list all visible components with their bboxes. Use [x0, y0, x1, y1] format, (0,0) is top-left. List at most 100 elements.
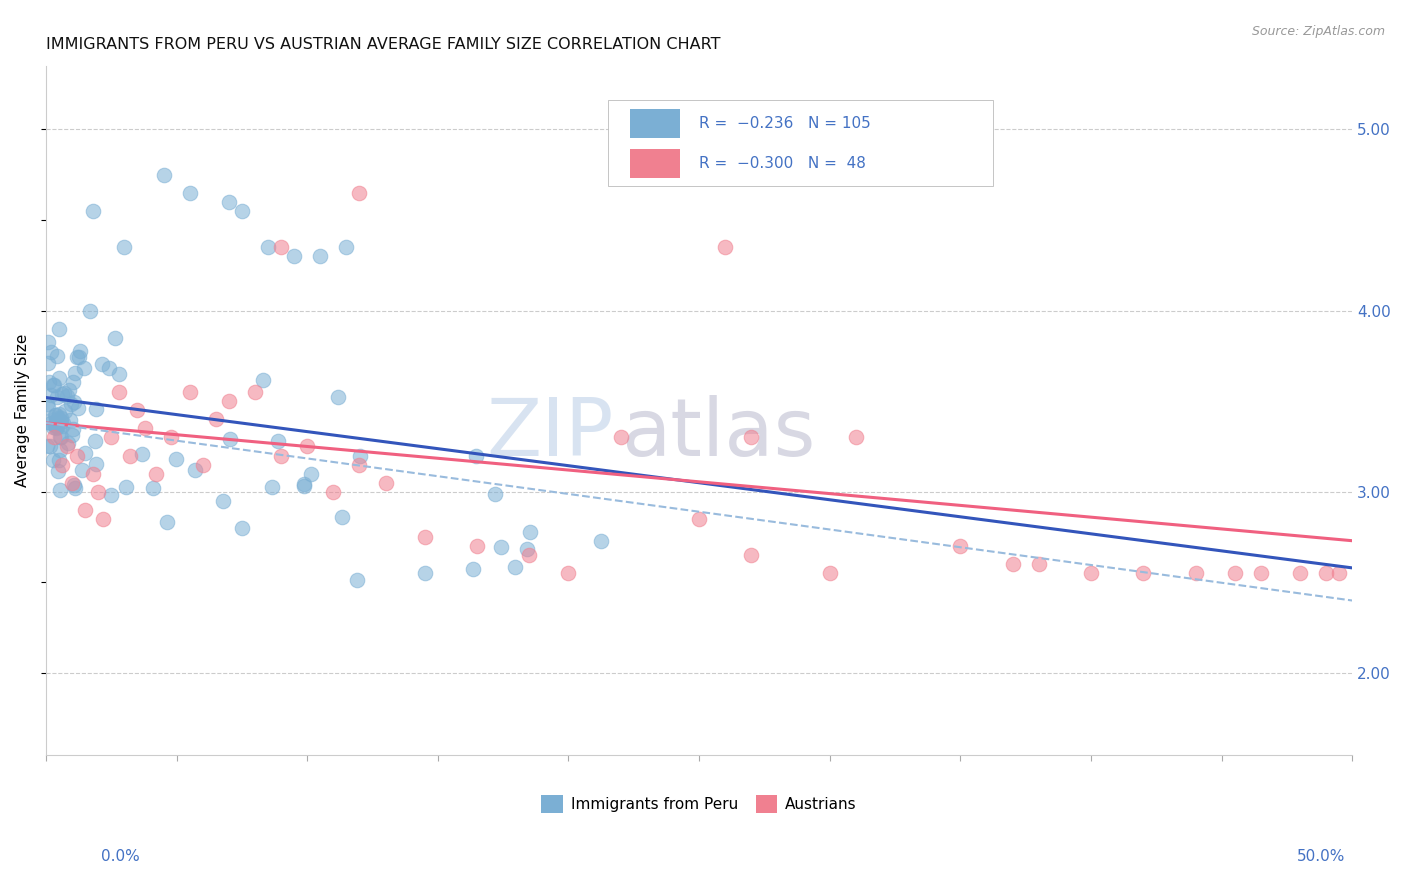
Point — [37, 415, 59, 429]
Point — [51, 458, 73, 472]
Point — [39, 439, 62, 453]
Point — [82, 467, 104, 481]
Text: R =  −0.236   N = 105: R = −0.236 N = 105 — [699, 116, 870, 131]
Text: atlas: atlas — [620, 395, 815, 474]
Point — [349, 186, 371, 200]
Point — [38, 375, 60, 389]
Point — [45, 421, 67, 435]
Point — [62, 422, 84, 436]
Point — [42, 378, 65, 392]
Point — [179, 385, 201, 400]
Point — [270, 240, 292, 254]
Point — [1223, 566, 1246, 581]
Point — [62, 375, 84, 389]
Point — [464, 449, 486, 463]
Point — [67, 350, 90, 364]
Point — [49, 443, 72, 458]
Point — [66, 401, 89, 415]
Point — [688, 512, 710, 526]
Point — [84, 458, 107, 472]
Point — [37, 397, 59, 411]
Point — [63, 481, 86, 495]
Point — [1250, 566, 1272, 581]
Point — [1001, 558, 1024, 572]
Point — [52, 385, 75, 400]
Point — [949, 539, 972, 553]
Point — [335, 240, 357, 254]
Point — [49, 410, 72, 425]
Point — [73, 360, 96, 375]
Point — [48, 430, 70, 444]
Point — [42, 430, 65, 444]
Point — [51, 430, 73, 444]
Point — [1184, 566, 1206, 581]
Point — [465, 539, 488, 553]
Point — [1315, 566, 1337, 581]
Point — [740, 548, 762, 562]
Point — [41, 419, 63, 434]
Point — [63, 366, 86, 380]
Point — [58, 383, 80, 397]
Point — [292, 476, 315, 491]
Point — [297, 440, 319, 454]
Point — [127, 403, 149, 417]
Point — [413, 566, 436, 581]
Point — [461, 562, 484, 576]
Point — [134, 421, 156, 435]
Point — [292, 478, 315, 492]
Point — [108, 385, 131, 400]
Point — [48, 371, 70, 385]
Point — [299, 467, 322, 482]
Point — [59, 397, 82, 411]
Point — [309, 249, 332, 263]
Text: 50.0%: 50.0% — [1298, 849, 1346, 864]
Text: ZIP: ZIP — [486, 395, 614, 474]
Point — [219, 432, 242, 446]
Point — [51, 415, 73, 429]
Text: IMMIGRANTS FROM PERU VS AUSTRIAN AVERAGE FAMILY SIZE CORRELATION CHART: IMMIGRANTS FROM PERU VS AUSTRIAN AVERAGE… — [46, 37, 720, 53]
Point — [328, 390, 350, 404]
Point — [41, 378, 63, 392]
Point — [73, 446, 96, 460]
Point — [39, 388, 62, 402]
Point — [37, 400, 59, 414]
Point — [191, 458, 214, 472]
Point — [257, 240, 280, 254]
Point — [142, 482, 165, 496]
Point — [270, 449, 292, 463]
Point — [212, 493, 235, 508]
Point — [179, 186, 201, 200]
Point — [93, 512, 115, 526]
Text: Source: ZipAtlas.com: Source: ZipAtlas.com — [1251, 25, 1385, 38]
Point — [79, 303, 101, 318]
Point — [46, 419, 69, 434]
Point — [118, 449, 141, 463]
Point — [53, 403, 76, 417]
Point — [1327, 566, 1350, 581]
Point — [484, 487, 506, 501]
Point — [818, 566, 841, 581]
Y-axis label: Average Family Size: Average Family Size — [15, 334, 30, 487]
Point — [413, 530, 436, 544]
Point — [46, 411, 69, 425]
Point — [108, 367, 131, 381]
Point — [489, 540, 512, 554]
Point — [204, 412, 226, 426]
Point — [262, 480, 284, 494]
Point — [100, 430, 122, 444]
Point — [59, 413, 82, 427]
Point — [51, 387, 73, 401]
Point — [591, 533, 613, 548]
Point — [97, 361, 120, 376]
Point — [283, 249, 305, 263]
Legend: Immigrants from Peru, Austrians: Immigrants from Peru, Austrians — [536, 789, 863, 819]
Point — [56, 389, 79, 403]
Point — [156, 515, 179, 529]
Point — [152, 168, 174, 182]
Point — [516, 542, 538, 557]
Text: 0.0%: 0.0% — [101, 849, 141, 864]
Point — [37, 335, 59, 350]
Point — [46, 349, 69, 363]
Point — [346, 573, 368, 587]
FancyBboxPatch shape — [630, 149, 679, 178]
